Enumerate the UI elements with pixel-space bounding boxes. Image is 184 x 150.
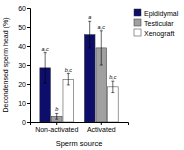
y-tick: 50 [18, 24, 30, 31]
y-tick-label: 10 [18, 100, 26, 107]
series [51, 31, 106, 122]
y-tick-label: 50 [18, 24, 26, 31]
y-tick: 10 [18, 100, 30, 107]
x-tick-label: Activated [87, 126, 116, 133]
y-tick-mark [27, 46, 30, 47]
y-tick: 60 [18, 5, 30, 12]
annotation: a [88, 14, 91, 20]
y-axis-line [27, 9, 31, 123]
x-tick: Activated [87, 122, 116, 133]
legend-item: Xenograft [134, 29, 174, 38]
x-axis: Non-activated Activated [31, 122, 129, 133]
error-bar [88, 21, 91, 48]
y-tick: 40 [18, 43, 30, 50]
y-tick-label: 60 [18, 5, 26, 12]
y-axis: 0 10 20 30 40 50 60 [18, 5, 30, 126]
y-tick-label: 0 [22, 119, 26, 126]
y-tick-mark [27, 65, 30, 66]
error-bar [55, 113, 58, 119]
y-tick-label: 20 [18, 81, 26, 88]
x-tick: Non-activated [35, 122, 78, 133]
chart: 0 10 20 30 40 50 60 Non-activated Activated a,c a b… [0, 0, 184, 150]
y-axis-title: Decondensed sperm head (%) [2, 18, 10, 113]
error-bar [111, 81, 114, 92]
y-tick-mark [27, 122, 30, 123]
y-tick-label: 40 [18, 43, 26, 50]
plot: 0 10 20 30 40 50 60 Non-activated Activated a,c a b… [18, 5, 128, 133]
error-bar [100, 31, 103, 65]
legend-item: Testicular [134, 19, 174, 27]
series [40, 21, 95, 122]
y-tick-mark [27, 8, 30, 9]
legend-swatch [134, 19, 141, 26]
y-tick: 20 [18, 81, 30, 88]
y-tick: 0 [22, 119, 30, 126]
y-tick-mark [27, 103, 30, 104]
x-axis-title: Sperm source [56, 139, 103, 148]
y-tick-label: 30 [18, 62, 26, 69]
error-bar [67, 74, 70, 85]
y-tick-mark [27, 84, 30, 85]
legend-swatch [134, 29, 141, 36]
legend-label: Epididymal [144, 10, 179, 18]
x-axis-line [31, 123, 129, 126]
marks [40, 21, 118, 122]
annotation: a,c [98, 24, 106, 30]
legend-label: Xenograft [144, 30, 174, 38]
annotations: a,c a b a,c b,c b,c [41, 14, 116, 112]
y-tick-mark [27, 27, 30, 28]
x-tick-mark [56, 122, 57, 125]
legend-swatch [134, 9, 141, 16]
annotation: b [55, 106, 58, 112]
legend-label: Testicular [144, 20, 174, 27]
series [63, 74, 118, 122]
bar [63, 79, 74, 122]
y-tick: 30 [18, 62, 30, 69]
annotation: b,c [65, 67, 73, 73]
x-tick-label: Non-activated [35, 126, 78, 133]
error-bar [44, 53, 47, 83]
x-tick-mark [101, 122, 102, 125]
legend-item: Epididymal [134, 9, 179, 18]
annotation: b,c [109, 74, 117, 80]
legend: Epididymal Testicular Xenograft [134, 9, 179, 38]
annotation: a,c [41, 46, 49, 52]
